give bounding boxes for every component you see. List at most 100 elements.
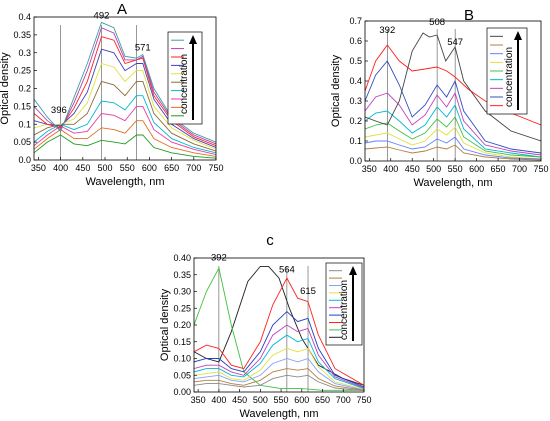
x-tick-label: 650 bbox=[315, 395, 330, 405]
x-tick-label: 550 bbox=[448, 164, 463, 174]
spectrum-line bbox=[34, 134, 216, 159]
arrow-head-icon bbox=[349, 266, 357, 275]
y-tick-label: 0.00 bbox=[173, 387, 191, 397]
peak-label: 392 bbox=[379, 25, 395, 36]
peak-label: 547 bbox=[447, 37, 463, 48]
x-tick-label: 400 bbox=[383, 164, 398, 174]
x-tick-label: 500 bbox=[253, 395, 268, 405]
spectrum-line bbox=[34, 105, 216, 156]
legend: concentration bbox=[325, 262, 363, 346]
x-tick-label: 500 bbox=[98, 163, 113, 173]
panel-C: 350 400 450 500 550 600 650 700 750 0.00 0.05 0.10 0… bbox=[159, 232, 372, 420]
spectrum-line bbox=[365, 126, 541, 160]
spectrum-line bbox=[194, 324, 364, 389]
spectrum-line bbox=[194, 310, 364, 388]
spectrum-line bbox=[194, 277, 364, 386]
y-axis-title: Optical density bbox=[330, 54, 342, 127]
y-tick-label: 0.3 bbox=[18, 48, 31, 58]
y-tick-label: 0.35 bbox=[13, 30, 31, 40]
spectrum-line bbox=[194, 357, 364, 391]
y-tick-label: 0.0 bbox=[349, 156, 362, 166]
x-tick-label: 750 bbox=[208, 163, 223, 173]
spectrum-line bbox=[365, 104, 541, 158]
x-tick-label: 550 bbox=[120, 163, 135, 173]
x-tick-label: 400 bbox=[211, 395, 226, 405]
y-tick-label: 0.2 bbox=[18, 84, 31, 94]
spectrum-line bbox=[365, 144, 541, 161]
legend-label: concentration bbox=[339, 280, 350, 340]
x-tick-label: 450 bbox=[75, 163, 90, 173]
y-axis-title: Optical density bbox=[159, 288, 171, 361]
spectrum-line bbox=[194, 334, 364, 390]
y-tick-label: 0.2 bbox=[349, 116, 362, 126]
x-tick-label: 400 bbox=[53, 163, 68, 173]
x-tick-label: 350 bbox=[31, 163, 46, 173]
x-tick-label: 350 bbox=[191, 395, 206, 405]
x-tick-label: 600 bbox=[294, 395, 309, 405]
y-tick-label: 0.15 bbox=[13, 101, 31, 111]
peak-label: 492 bbox=[94, 10, 110, 21]
spectrum-line bbox=[365, 116, 541, 158]
arrow-head-icon bbox=[514, 31, 522, 40]
y-tick-label: 0.25 bbox=[173, 303, 191, 313]
legend: concentration bbox=[167, 31, 203, 125]
legend-label: concentration bbox=[179, 54, 190, 114]
x-tick-label: 650 bbox=[491, 164, 506, 174]
y-tick-label: 0.35 bbox=[173, 270, 191, 280]
y-tick-label: 0.30 bbox=[173, 287, 191, 297]
legend: concentration bbox=[486, 27, 528, 115]
peak-label: 392 bbox=[211, 253, 227, 264]
x-tick-label: 700 bbox=[336, 395, 351, 405]
x-tick-label: 450 bbox=[405, 164, 420, 174]
x-tick-label: 450 bbox=[232, 395, 247, 405]
y-tick-label: 0.10 bbox=[173, 354, 191, 364]
y-tick-label: 0.05 bbox=[173, 370, 191, 380]
x-tick-label: 750 bbox=[356, 395, 371, 405]
spectrum-line bbox=[194, 374, 364, 392]
y-tick-label: 0.05 bbox=[13, 137, 31, 147]
peak-label: 564 bbox=[279, 264, 295, 275]
spectrum-line bbox=[194, 368, 364, 391]
x-tick-label: 350 bbox=[362, 164, 377, 174]
spectrum-line bbox=[365, 136, 541, 160]
x-axis-title: Wavelength, nm bbox=[413, 177, 492, 189]
panel-B: 350 400 450 500 550 600 650 700 750 0.0 0.1 0.2 0.3 0… bbox=[330, 7, 549, 189]
panel-label: A bbox=[117, 1, 127, 18]
x-tick-label: 600 bbox=[142, 163, 157, 173]
y-tick-label: 0.25 bbox=[13, 66, 31, 76]
x-tick-label: 700 bbox=[512, 164, 527, 174]
spectrum-line bbox=[365, 32, 541, 142]
x-tick-label: 550 bbox=[274, 395, 289, 405]
legend-label: concentration bbox=[504, 47, 515, 107]
peak-label: 508 bbox=[429, 17, 445, 28]
x-tick-label: 650 bbox=[164, 163, 179, 173]
spectrum-line bbox=[365, 91, 541, 156]
x-tick-label: 700 bbox=[186, 163, 201, 173]
peak-label: 571 bbox=[135, 43, 151, 54]
y-tick-label: 0.15 bbox=[173, 337, 191, 347]
spectrum-line bbox=[194, 265, 364, 386]
y-tick-label: 0.1 bbox=[349, 136, 362, 146]
spectrum-line bbox=[365, 60, 541, 154]
peak-label: 615 bbox=[300, 286, 316, 297]
x-tick-label: 750 bbox=[533, 164, 548, 174]
x-tick-label: 500 bbox=[426, 164, 441, 174]
y-tick-label: 0.7 bbox=[349, 16, 362, 26]
y-tick-label: 0.20 bbox=[173, 320, 191, 330]
panel-label: B bbox=[464, 7, 474, 24]
y-tick-label: 0.1 bbox=[18, 119, 31, 129]
plot-frame bbox=[364, 20, 542, 162]
y-tick-label: 0.6 bbox=[349, 36, 362, 46]
x-axis-title: Wavelength, nm bbox=[239, 408, 318, 420]
y-tick-label: 0.4 bbox=[18, 12, 31, 22]
x-tick-label: 600 bbox=[469, 164, 484, 174]
spectrum-line bbox=[34, 120, 216, 157]
spectrum-line bbox=[194, 347, 364, 390]
y-tick-label: 0.3 bbox=[349, 96, 362, 106]
peak-label: 396 bbox=[51, 105, 67, 116]
y-tick-label: 0.4 bbox=[349, 76, 362, 86]
panel-A: 350 400 450 500 550 600 650 700 750 0.0 0.05 0.1 0.1… bbox=[0, 1, 224, 188]
panel-label: c bbox=[266, 232, 274, 249]
spectrum-line bbox=[365, 44, 541, 126]
